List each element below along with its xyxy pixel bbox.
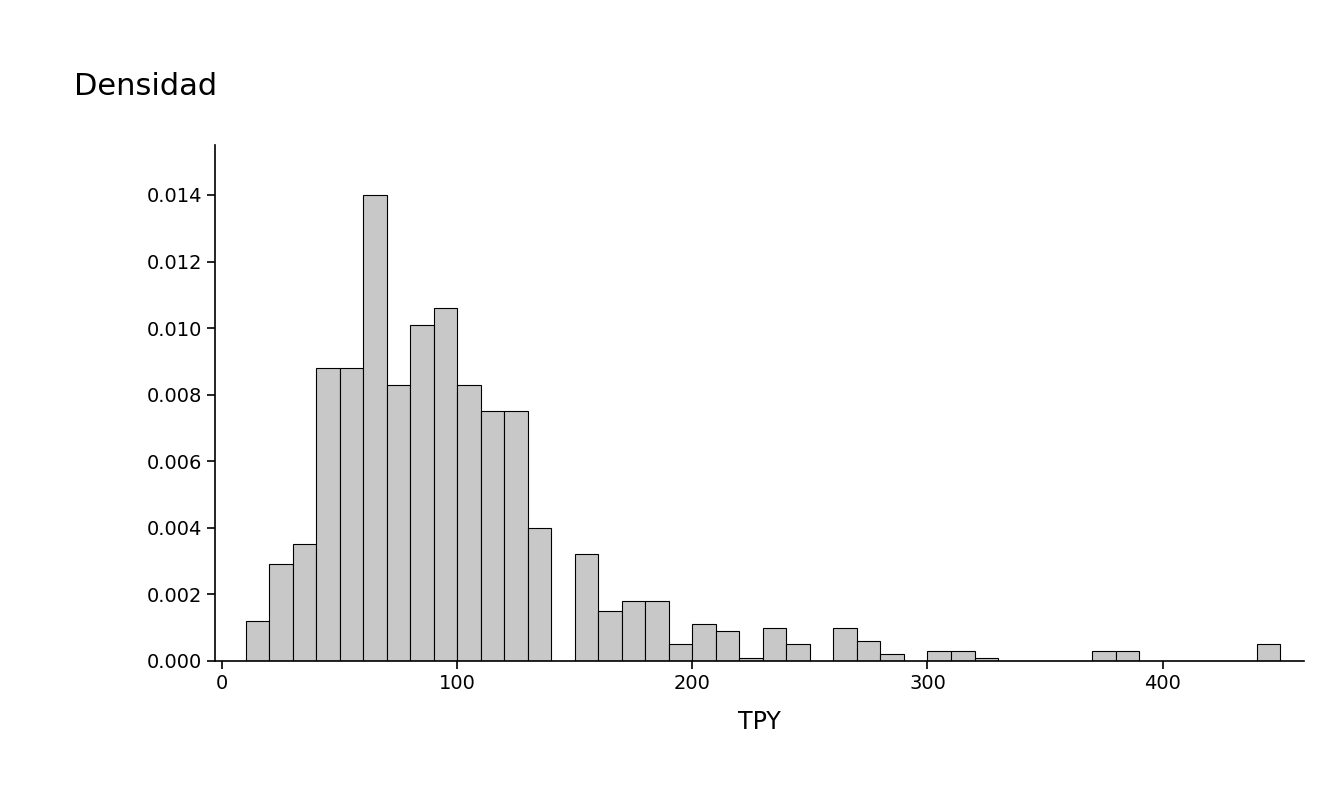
Bar [269, 564, 293, 661]
Bar [880, 654, 905, 661]
Bar [622, 601, 645, 661]
X-axis label: TPY: TPY [738, 710, 781, 733]
Bar [1116, 651, 1140, 661]
Bar [387, 384, 410, 661]
Bar [504, 411, 528, 661]
Bar [293, 544, 316, 661]
Text: Densidad: Densidad [74, 72, 216, 101]
Bar [692, 625, 716, 661]
Bar [1093, 651, 1116, 661]
Bar [645, 601, 669, 661]
Bar [716, 631, 739, 661]
Bar [739, 658, 763, 661]
Bar [481, 411, 504, 661]
Bar [598, 611, 622, 661]
Bar [363, 195, 387, 661]
Bar [316, 368, 340, 661]
Bar [434, 308, 457, 661]
Bar [857, 641, 880, 661]
Bar [528, 528, 551, 661]
Bar [763, 628, 786, 661]
Bar [952, 651, 974, 661]
Bar [833, 628, 857, 661]
Bar [457, 384, 481, 661]
Bar [575, 555, 598, 661]
Bar [1257, 644, 1281, 661]
Bar [786, 644, 810, 661]
Bar [410, 325, 434, 661]
Bar [246, 621, 269, 661]
Bar [927, 651, 952, 661]
Bar [974, 658, 999, 661]
Bar [669, 644, 692, 661]
Bar [340, 368, 363, 661]
